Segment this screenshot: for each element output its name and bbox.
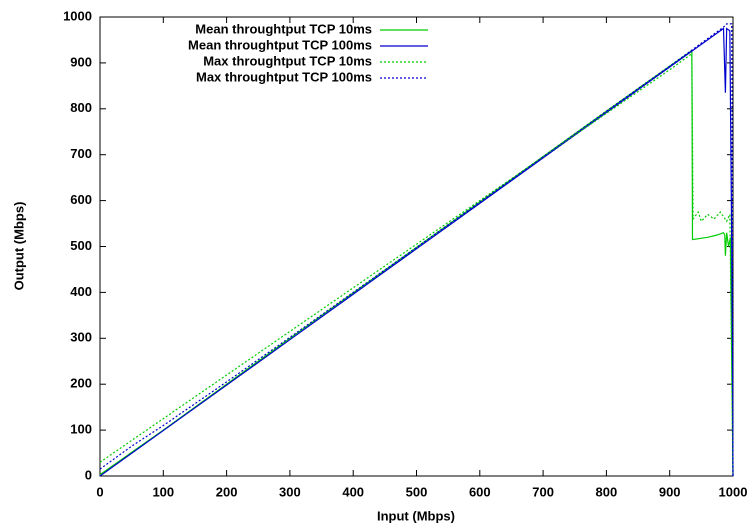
series-line — [99, 49, 734, 477]
y-tick-label: 200 — [70, 376, 92, 391]
x-tick-label: 1000 — [719, 484, 748, 499]
x-tick-label: 200 — [216, 484, 238, 499]
legend-label: Mean throughtput TCP 10ms — [195, 21, 372, 36]
x-tick-label: 400 — [342, 484, 364, 499]
series-line — [99, 27, 734, 477]
y-tick-label: 0 — [85, 467, 92, 482]
x-tick-label: 500 — [406, 484, 428, 499]
y-tick-label: 500 — [70, 238, 92, 253]
x-tick-label: 300 — [279, 484, 301, 499]
y-tick-label: 700 — [70, 146, 92, 161]
y-tick-label: 900 — [70, 54, 92, 69]
y-tick-label: 300 — [70, 330, 92, 345]
y-tick-label: 100 — [70, 422, 92, 437]
x-tick-label: 100 — [152, 484, 174, 499]
legend-label: Max throughtput TCP 100ms — [196, 69, 372, 84]
y-tick-label: 800 — [70, 100, 92, 115]
x-tick-label: 800 — [596, 484, 618, 499]
x-tick-label: 900 — [659, 484, 681, 499]
y-tick-label: 400 — [70, 284, 92, 299]
series-line — [99, 52, 734, 477]
y-axis-label: Output (Mbps) — [11, 202, 26, 291]
legend-label: Max throughtput TCP 10ms — [203, 53, 372, 68]
x-axis-label: Input (Mbps) — [377, 508, 455, 523]
x-tick-label: 0 — [96, 484, 103, 499]
x-tick-label: 600 — [469, 484, 491, 499]
x-tick-label: 700 — [532, 484, 554, 499]
y-tick-label: 600 — [70, 192, 92, 207]
legend-label: Mean throughtput TCP 100ms — [188, 37, 372, 52]
y-tick-label: 1000 — [63, 8, 92, 23]
